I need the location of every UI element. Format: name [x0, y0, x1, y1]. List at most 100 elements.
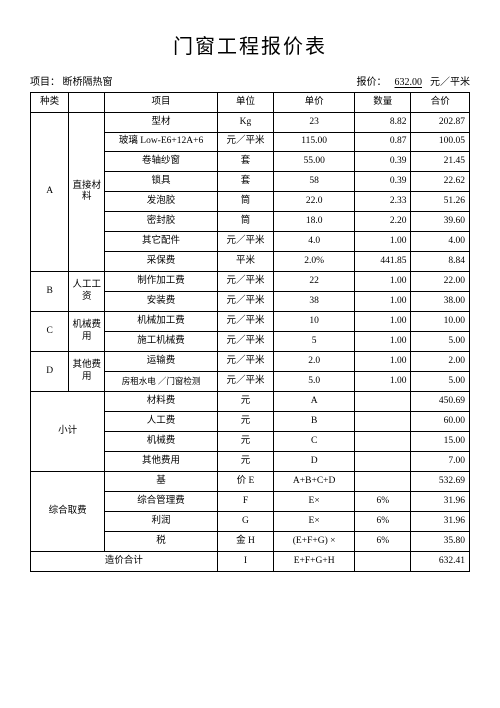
cell: 元／平米 — [217, 272, 273, 292]
cell: 元／平米 — [217, 312, 273, 332]
cat-d: 其他费用 — [69, 352, 105, 392]
cell: 元 — [217, 432, 273, 452]
cell: 51.26 — [411, 192, 470, 212]
cell: 元 — [217, 452, 273, 472]
table-row: 造价合计 I E+F+G+H 632.41 — [31, 552, 470, 572]
th-unit: 单位 — [217, 93, 273, 113]
cell: 22.0 — [274, 192, 355, 212]
cat-b: 人工工资 — [69, 272, 105, 312]
th-blank — [69, 93, 105, 113]
cell: 平米 — [217, 252, 273, 272]
quote-unit: 元／平米 — [430, 73, 470, 88]
cell: 卷轴纱窗 — [105, 152, 218, 172]
cat-c: 机械费用 — [69, 312, 105, 352]
project-label: 项目： — [30, 77, 60, 88]
cell: 型材 — [105, 113, 218, 133]
cell: 55.00 — [274, 152, 355, 172]
cell: 税 — [105, 532, 218, 552]
cell — [355, 452, 411, 472]
cell: 1.00 — [355, 232, 411, 252]
cell: 18.0 — [274, 212, 355, 232]
cell: 金 H — [217, 532, 273, 552]
cell: 1.00 — [355, 272, 411, 292]
cell: 1.00 — [355, 292, 411, 312]
cell: 38 — [274, 292, 355, 312]
page-title: 门窗工程报价表 — [30, 30, 470, 59]
table-header-row: 种类 项目 单位 单价 数量 合价 — [31, 93, 470, 113]
table-row: 综合取费 基 价 E A+B+C+D 532.69 — [31, 472, 470, 492]
cell: 2.00 — [411, 352, 470, 372]
cell: 采保费 — [105, 252, 218, 272]
cell: A+B+C+D — [274, 472, 355, 492]
cell: 玻璃 Low-E6+12A+6 — [105, 133, 218, 152]
code-c: C — [31, 312, 69, 352]
table-row: A 直接材料 型材 Kg 23 8.82 202.87 — [31, 113, 470, 133]
cell: 其他费用 — [105, 452, 218, 472]
cell: E× — [274, 512, 355, 532]
cell: 元／平米 — [217, 292, 273, 312]
cell: 5.0 — [274, 372, 355, 392]
cell: 房租水电 ／门窗检测 — [105, 372, 218, 392]
table-row: C 机械费用 机械加工费 元／平米 10 1.00 10.00 — [31, 312, 470, 332]
cell: 4.0 — [274, 232, 355, 252]
cell: 8.82 — [355, 113, 411, 133]
cell: A — [274, 392, 355, 412]
cell: 制作加工费 — [105, 272, 218, 292]
cell: 10.00 — [411, 312, 470, 332]
cell: 58 — [274, 172, 355, 192]
quote-label: 报价： — [357, 73, 387, 88]
cell: 7.00 — [411, 452, 470, 472]
table-row: B 人工工资 制作加工费 元／平米 22 1.00 22.00 — [31, 272, 470, 292]
cell: F — [217, 492, 273, 512]
cell: 综合管理费 — [105, 492, 218, 512]
cell: 0.39 — [355, 152, 411, 172]
cell — [355, 472, 411, 492]
cell: 机械加工费 — [105, 312, 218, 332]
cell: 运输费 — [105, 352, 218, 372]
cell: 31.96 — [411, 492, 470, 512]
cell: 价 E — [217, 472, 273, 492]
cell: 6% — [355, 492, 411, 512]
cell: 利润 — [105, 512, 218, 532]
cell: 元 — [217, 392, 273, 412]
project-value: 断桥隔热窗 — [63, 77, 113, 88]
cell: 632.41 — [411, 552, 470, 572]
cell: 6% — [355, 532, 411, 552]
cell: 100.05 — [411, 133, 470, 152]
quote-value: 632.00 — [395, 77, 423, 88]
total-label: 造价合计 — [31, 552, 218, 572]
cell — [355, 412, 411, 432]
cell: 锁具 — [105, 172, 218, 192]
cell: E+F+G+H — [274, 552, 355, 572]
table-row: D 其他费用 运输费 元／平米 2.0 1.00 2.00 — [31, 352, 470, 372]
cell: 元／平米 — [217, 332, 273, 352]
cell: 施工机械费 — [105, 332, 218, 352]
cell: 60.00 — [411, 412, 470, 432]
code-b: B — [31, 272, 69, 312]
table-row: 小计 材料费 元 A 450.69 — [31, 392, 470, 412]
cell: 22.00 — [411, 272, 470, 292]
cell: 套 — [217, 172, 273, 192]
th-kind: 种类 — [31, 93, 69, 113]
cell: 安装费 — [105, 292, 218, 312]
cell: 8.84 — [411, 252, 470, 272]
cell: 22.62 — [411, 172, 470, 192]
cell: 1.00 — [355, 332, 411, 352]
cell: 套 — [217, 152, 273, 172]
cell: 15.00 — [411, 432, 470, 452]
cell: 5.00 — [411, 332, 470, 352]
cell: (E+F+G) × — [274, 532, 355, 552]
cell: 2.33 — [355, 192, 411, 212]
cell: I — [217, 552, 273, 572]
header-row: 项目： 断桥隔热窗 报价： 632.00 元／平米 — [30, 73, 470, 88]
cell — [355, 552, 411, 572]
cell: 532.69 — [411, 472, 470, 492]
cell: 0.87 — [355, 133, 411, 152]
quotation-table: 种类 项目 单位 单价 数量 合价 A 直接材料 型材 Kg 23 8.82 2… — [30, 92, 470, 572]
cell — [355, 392, 411, 412]
cell: 2.20 — [355, 212, 411, 232]
cell: 发泡胶 — [105, 192, 218, 212]
cell: 1.00 — [355, 372, 411, 392]
th-item: 项目 — [105, 93, 218, 113]
cell: 202.87 — [411, 113, 470, 133]
